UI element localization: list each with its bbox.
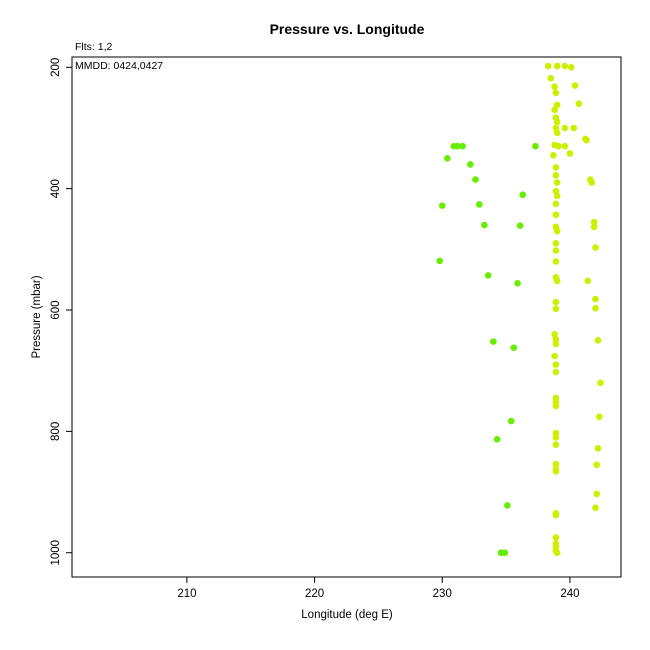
data-point-series-2: [552, 305, 560, 313]
data-point-series-2: [552, 402, 560, 410]
data-point-series-1: [475, 201, 483, 208]
data-point-series-2: [551, 352, 558, 360]
data-point-series-2: [590, 218, 598, 226]
data-point-series-2: [571, 82, 579, 89]
x-tick-label: 210: [177, 588, 196, 600]
data-point-series-1: [501, 549, 509, 557]
data-point-series-1: [493, 435, 501, 443]
data-point-series-2: [552, 340, 560, 348]
y-tick-label: 1000: [50, 540, 62, 566]
data-point-series-1: [516, 222, 524, 229]
data-point-series-2: [584, 277, 592, 285]
data-point-series-1: [484, 272, 492, 279]
data-point-series-2: [547, 74, 555, 82]
data-point-series-1: [438, 202, 446, 209]
data-point-series-2: [553, 118, 561, 126]
data-point-series-2: [551, 106, 558, 114]
data-point-series-1: [490, 338, 497, 345]
data-point-series-1: [481, 221, 488, 229]
data-point-series-2: [552, 298, 560, 306]
data-point-series-2: [566, 150, 574, 157]
data-point-series-2: [592, 504, 599, 512]
data-point-series-2: [552, 460, 560, 468]
data-point-series-2: [552, 247, 560, 254]
data-point-series-2: [561, 62, 569, 70]
data-point-series-1: [472, 176, 479, 183]
data-point-series-2: [551, 83, 558, 91]
data-point-series-2: [595, 413, 603, 421]
data-point-series-2: [567, 64, 575, 71]
data-point-series-2: [552, 335, 560, 343]
data-point-series-2: [593, 461, 601, 469]
data-point-series-2: [544, 62, 552, 70]
data-point-series-2: [590, 223, 598, 231]
data-point-series-2: [583, 136, 590, 144]
y-axis: 200 400 600 800 1000: [50, 58, 72, 566]
data-point-series-2: [588, 179, 595, 186]
data-point-series-2: [552, 89, 560, 97]
data-point-series-2: [592, 244, 599, 251]
data-point-series-2: [552, 368, 560, 376]
data-point-series-1: [507, 417, 515, 425]
data-point-series-2: [570, 124, 578, 132]
data-point-series-2: [561, 124, 569, 132]
data-point-series-2: [597, 379, 604, 387]
data-point-series-2: [553, 227, 561, 235]
data-point-series-1: [510, 344, 518, 351]
y-axis-label: Pressure (mbar): [31, 275, 43, 358]
data-point-series-2: [553, 129, 561, 137]
chart-title: Pressure vs. Longitude: [270, 21, 425, 37]
data-point-series-2: [552, 434, 560, 441]
data-point-series-2: [552, 200, 560, 208]
date-annotation: MMDD: 0424,0427: [75, 60, 163, 72]
data-point-series-2: [553, 277, 561, 285]
data-point-series-2: [592, 304, 599, 312]
data-point-series-2: [561, 142, 569, 150]
data-point-series-1: [504, 502, 511, 509]
data-point-series-2: [552, 468, 560, 475]
data-point-series-2: [553, 192, 561, 200]
x-tick-label: 230: [433, 588, 452, 600]
data-point-series-2: [592, 295, 599, 303]
data-point-series-1: [436, 257, 444, 265]
data-point-series-2: [593, 490, 601, 498]
y-tick-label: 200: [50, 58, 62, 77]
data-point-series-1: [467, 161, 474, 168]
plot-frame: [71, 56, 622, 578]
x-tick-label: 240: [560, 588, 579, 600]
data-point-series-2: [552, 211, 560, 219]
data-point-series-2: [594, 337, 602, 344]
data-point-series-2: [555, 142, 562, 150]
data-point-series-2: [553, 179, 561, 186]
x-axis-label: Longitude (deg E): [301, 609, 393, 621]
data-point-series-2: [552, 361, 560, 368]
data-point-series-2: [552, 239, 560, 247]
data-points: [436, 62, 604, 557]
y-tick-label: 800: [50, 422, 62, 441]
data-point-series-2: [575, 100, 583, 108]
data-point-series-2: [552, 258, 560, 265]
y-tick-label: 400: [50, 179, 62, 198]
data-point-series-2: [553, 549, 561, 557]
data-point-series-1: [519, 191, 526, 199]
flights-annotation: Flts: 1,2: [75, 41, 113, 53]
data-point-series-2: [550, 151, 557, 159]
data-point-series-1: [459, 142, 466, 150]
data-point-series-1: [514, 280, 521, 287]
data-point-series-2: [552, 441, 560, 449]
x-tick-label: 220: [305, 588, 324, 600]
data-point-series-2: [552, 172, 560, 179]
data-point-series-2: [552, 164, 560, 171]
data-point-series-2: [552, 534, 560, 541]
x-axis: 210 220 230 240: [177, 577, 580, 600]
data-point-series-2: [594, 445, 602, 452]
y-tick-label: 600: [50, 300, 62, 319]
data-point-series-2: [553, 101, 561, 109]
data-point-series-2: [552, 511, 560, 519]
data-point-series-1: [454, 142, 461, 150]
data-point-series-1: [532, 142, 539, 150]
data-point-series-2: [553, 62, 561, 70]
data-point-series-1: [444, 155, 451, 162]
